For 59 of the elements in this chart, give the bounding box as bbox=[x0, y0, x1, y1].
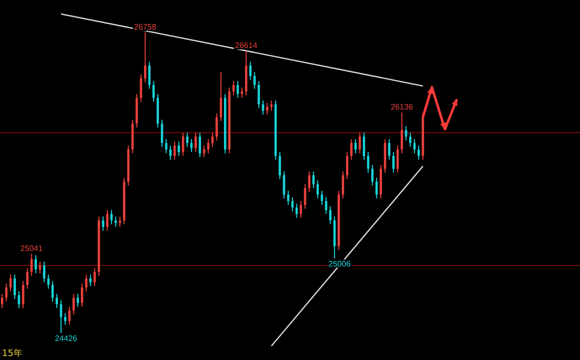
candlestick bbox=[72, 293, 75, 316]
candlestick bbox=[173, 141, 176, 160]
candlestick bbox=[114, 216, 117, 228]
candlestick bbox=[236, 80, 239, 98]
candlestick bbox=[400, 112, 404, 154]
candlestick bbox=[396, 145, 399, 174]
candlestick bbox=[358, 132, 361, 154]
annotation: 25041 bbox=[20, 244, 44, 253]
candlestick bbox=[198, 132, 202, 158]
candlestick bbox=[371, 164, 374, 186]
annotation: 26614 bbox=[235, 40, 258, 50]
candlestick bbox=[102, 216, 104, 232]
annotation: 26136 bbox=[390, 102, 414, 112]
candlestick bbox=[47, 274, 50, 290]
candlestick bbox=[375, 177, 378, 199]
candlestick bbox=[346, 152, 348, 180]
candlestick bbox=[148, 61, 151, 90]
candlestick bbox=[51, 280, 54, 302]
candlestick bbox=[178, 141, 180, 156]
candlestick bbox=[216, 112, 218, 141]
candlestick bbox=[350, 138, 353, 160]
candlestick bbox=[26, 268, 29, 290]
annotation: 26758 bbox=[134, 22, 157, 32]
candlestick bbox=[249, 61, 252, 80]
candlestick bbox=[320, 190, 324, 206]
candlestick bbox=[14, 274, 16, 300]
candlestick bbox=[266, 102, 268, 116]
candlestick bbox=[308, 170, 310, 192]
candlestick bbox=[296, 203, 298, 218]
candlestick bbox=[76, 293, 80, 308]
candlestick bbox=[43, 261, 46, 283]
candlestick bbox=[324, 196, 328, 214]
candlestick bbox=[165, 138, 168, 154]
candlestick bbox=[22, 280, 24, 309]
candlestick bbox=[5, 283, 8, 302]
candlestick bbox=[85, 274, 88, 292]
candlestick bbox=[329, 206, 332, 225]
candlestick bbox=[144, 32, 146, 83]
candlestick bbox=[418, 145, 420, 160]
candlestick bbox=[186, 132, 188, 148]
text: 15年 bbox=[2, 348, 22, 359]
candlestick bbox=[258, 80, 260, 109]
candlestick bbox=[56, 293, 58, 309]
candlestick bbox=[0, 293, 4, 309]
annotation: 24426 bbox=[54, 334, 78, 344]
candlestick bbox=[278, 152, 281, 180]
candlestick bbox=[287, 190, 290, 206]
candlestick bbox=[312, 170, 315, 189]
candlestick bbox=[64, 312, 66, 326]
candlestick bbox=[207, 138, 210, 154]
candlestick bbox=[300, 200, 302, 218]
candlestick bbox=[194, 132, 197, 153]
candlestick bbox=[94, 268, 96, 287]
candlestick bbox=[388, 138, 390, 160]
candlestick bbox=[106, 210, 108, 232]
candlestick bbox=[367, 152, 370, 174]
candlestick bbox=[316, 180, 319, 199]
candlestick bbox=[34, 254, 37, 274]
candlestick bbox=[409, 132, 412, 148]
